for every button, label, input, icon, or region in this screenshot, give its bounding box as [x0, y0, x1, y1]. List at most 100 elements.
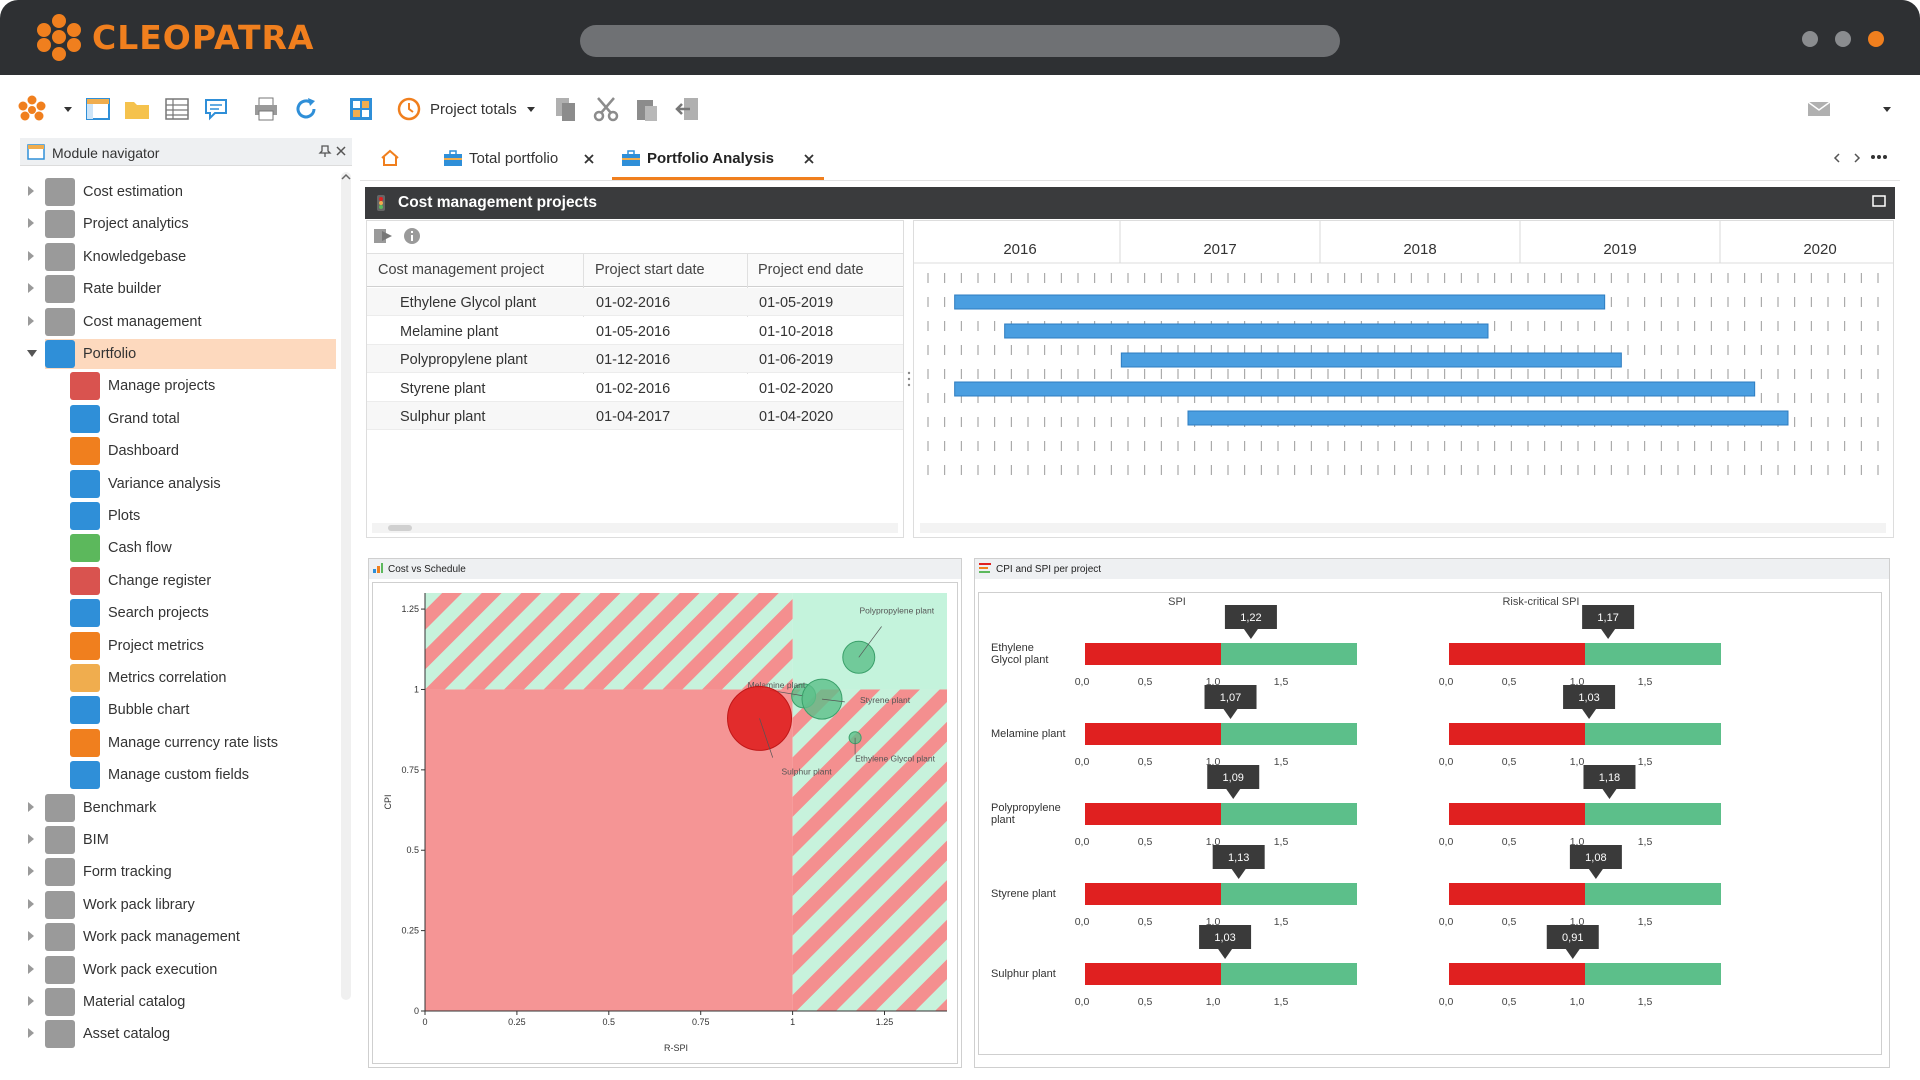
table-row[interactable]	[367, 288, 903, 316]
tab-scroll-arrows-icon[interactable]	[1832, 151, 1862, 165]
print-icon[interactable]	[252, 95, 280, 123]
comment-icon[interactable]	[203, 95, 231, 123]
app-menu-icon[interactable]	[18, 95, 46, 123]
gauge-value-label: 1,08	[1585, 852, 1606, 864]
folder-icon[interactable]	[123, 95, 151, 123]
sidebar-item-portfolio[interactable]: Portfolio	[45, 339, 336, 369]
table-row[interactable]	[367, 316, 903, 345]
expand-arrow-icon[interactable]	[28, 931, 34, 942]
dropdown-arrow-icon[interactable]	[63, 95, 73, 123]
expand-arrow-icon[interactable]	[28, 834, 34, 844]
sidebar-item-bim[interactable]: BIM	[45, 825, 336, 855]
exit-icon[interactable]	[674, 95, 702, 123]
sidebar-item-project-analytics[interactable]: Project analytics	[45, 209, 336, 239]
run-icon[interactable]	[372, 226, 394, 246]
sidebar-item-cost-estimation[interactable]: Cost estimation	[45, 177, 336, 207]
sidebar-item-manage-projects[interactable]: Manage projects	[70, 371, 336, 401]
expand-arrow-icon[interactable]	[28, 898, 34, 909]
tab-close-icon[interactable]	[803, 153, 815, 165]
home-icon[interactable]	[380, 149, 400, 167]
sidebar-item-form-tracking[interactable]: Form tracking	[45, 857, 336, 887]
sidebar-item-work-pack-execution[interactable]: Work pack execution	[45, 955, 336, 985]
sidebar-item-metrics-correlation[interactable]: Metrics correlation	[70, 663, 336, 693]
paste-icon[interactable]	[633, 95, 661, 123]
maximize-button[interactable]	[1835, 31, 1851, 47]
gauge-tick-label: 0,0	[1075, 756, 1090, 768]
y-tick-label: 0.5	[406, 845, 419, 855]
window-icon[interactable]	[84, 95, 112, 123]
grid-horizontal-scrollbar[interactable]	[372, 523, 898, 533]
maximize-panel-icon[interactable]	[1872, 195, 1886, 207]
more-options-icon[interactable]	[1870, 153, 1888, 161]
table-icon[interactable]	[163, 95, 191, 123]
tab-close-icon[interactable]	[583, 153, 595, 165]
sidebar-item-plots[interactable]: Plots	[70, 501, 336, 531]
expand-arrow-icon[interactable]	[28, 866, 34, 877]
expand-arrow-icon[interactable]	[28, 250, 34, 261]
table-row[interactable]	[367, 373, 903, 402]
expand-arrow-icon[interactable]	[28, 801, 34, 812]
expand-arrow-icon[interactable]	[28, 315, 34, 326]
module-navigator-title: Module navigator	[52, 145, 160, 161]
manage-projects-icon	[70, 372, 100, 401]
sidebar-item-label: Plots	[108, 508, 141, 524]
sidebar-item-label: Dashboard	[108, 443, 179, 460]
sidebar-item-label: Project metrics	[108, 637, 204, 654]
sidebar-item-change-register[interactable]: Change register	[70, 566, 336, 596]
sidebar-item-variance-analysis[interactable]: Variance analysis	[70, 469, 336, 499]
tab-total-portfolio[interactable]: Total portfolio	[469, 150, 559, 167]
expand-arrow-icon[interactable]	[28, 218, 34, 229]
column-header-start-date[interactable]: Project start date	[595, 262, 705, 278]
sidebar-item-project-metrics[interactable]: Project metrics	[70, 631, 336, 661]
sidebar-item-search-projects[interactable]: Search projects	[70, 598, 336, 628]
chevron-down-icon[interactable]	[526, 95, 536, 123]
sidebar-item-asset-catalog[interactable]: Asset catalog	[45, 1019, 336, 1049]
splitter-handle-icon[interactable]	[906, 370, 912, 388]
sidebar-item-material-catalog[interactable]: Material catalog	[45, 987, 336, 1017]
expand-arrow-icon[interactable]	[28, 963, 34, 974]
close-button[interactable]	[1868, 31, 1884, 47]
sidebar-item-knowledgebase[interactable]: Knowledgebase	[45, 242, 336, 272]
minimize-button[interactable]	[1802, 31, 1818, 47]
info-icon[interactable]	[403, 227, 421, 245]
column-header-end-date[interactable]: Project end date	[758, 262, 864, 278]
sidebar-item-manage-currency-rate-lists[interactable]: Manage currency rate lists	[70, 728, 336, 758]
project-totals-dropdown[interactable]: Project totals	[430, 101, 517, 118]
bubble-label: Ethylene Glycol plant	[855, 754, 935, 764]
pin-icon[interactable]	[318, 144, 332, 158]
sidebar-item-manage-custom-fields[interactable]: Manage custom fields	[70, 760, 336, 790]
grid-scroll-thumb[interactable]	[388, 525, 412, 531]
expand-arrow-icon[interactable]	[28, 186, 34, 196]
expand-arrow-icon[interactable]	[28, 1028, 34, 1039]
sidebar-item-work-pack-library[interactable]: Work pack library	[45, 890, 336, 920]
navigator-scrollbar[interactable]	[341, 172, 351, 1000]
scroll-up-icon[interactable]	[339, 172, 353, 182]
column-header-project[interactable]: Cost management project	[378, 262, 545, 278]
calculator-icon[interactable]	[347, 95, 375, 123]
sidebar-item-work-pack-management[interactable]: Work pack management	[45, 922, 336, 952]
clock-icon[interactable]	[395, 95, 423, 123]
sidebar-item-cost-management[interactable]: Cost management	[45, 307, 336, 337]
tab-portfolio-analysis[interactable]: Portfolio Analysis	[647, 150, 774, 167]
sidebar-item-cash-flow[interactable]: Cash flow	[70, 533, 336, 563]
sidebar-item-benchmark[interactable]: Benchmark	[45, 793, 336, 823]
toolbar-more-dropdown-icon[interactable]	[1882, 95, 1892, 123]
collapse-arrow-icon[interactable]	[27, 350, 37, 357]
mail-icon[interactable]	[1805, 95, 1833, 123]
table-row[interactable]	[367, 402, 903, 430]
cut-icon[interactable]	[592, 95, 620, 123]
window-controls	[1802, 31, 1884, 47]
sidebar-item-dashboard[interactable]: Dashboard	[70, 436, 336, 466]
sidebar-item-grand-total[interactable]: Grand total	[70, 404, 336, 434]
gauge-green-segment	[1221, 963, 1357, 985]
gauge-tick-label: 0,0	[1439, 916, 1454, 928]
copy-icon[interactable]	[552, 95, 580, 123]
table-row[interactable]	[367, 345, 903, 373]
expand-arrow-icon[interactable]	[28, 996, 34, 1006]
sidebar-item-bubble-chart[interactable]: Bubble chart	[70, 695, 336, 725]
sidebar-item-rate-builder[interactable]: Rate builder	[45, 274, 336, 304]
address-bar[interactable]	[580, 25, 1340, 57]
refresh-icon[interactable]	[292, 95, 320, 123]
expand-arrow-icon[interactable]	[28, 283, 34, 294]
close-navigator-icon[interactable]	[334, 144, 348, 158]
